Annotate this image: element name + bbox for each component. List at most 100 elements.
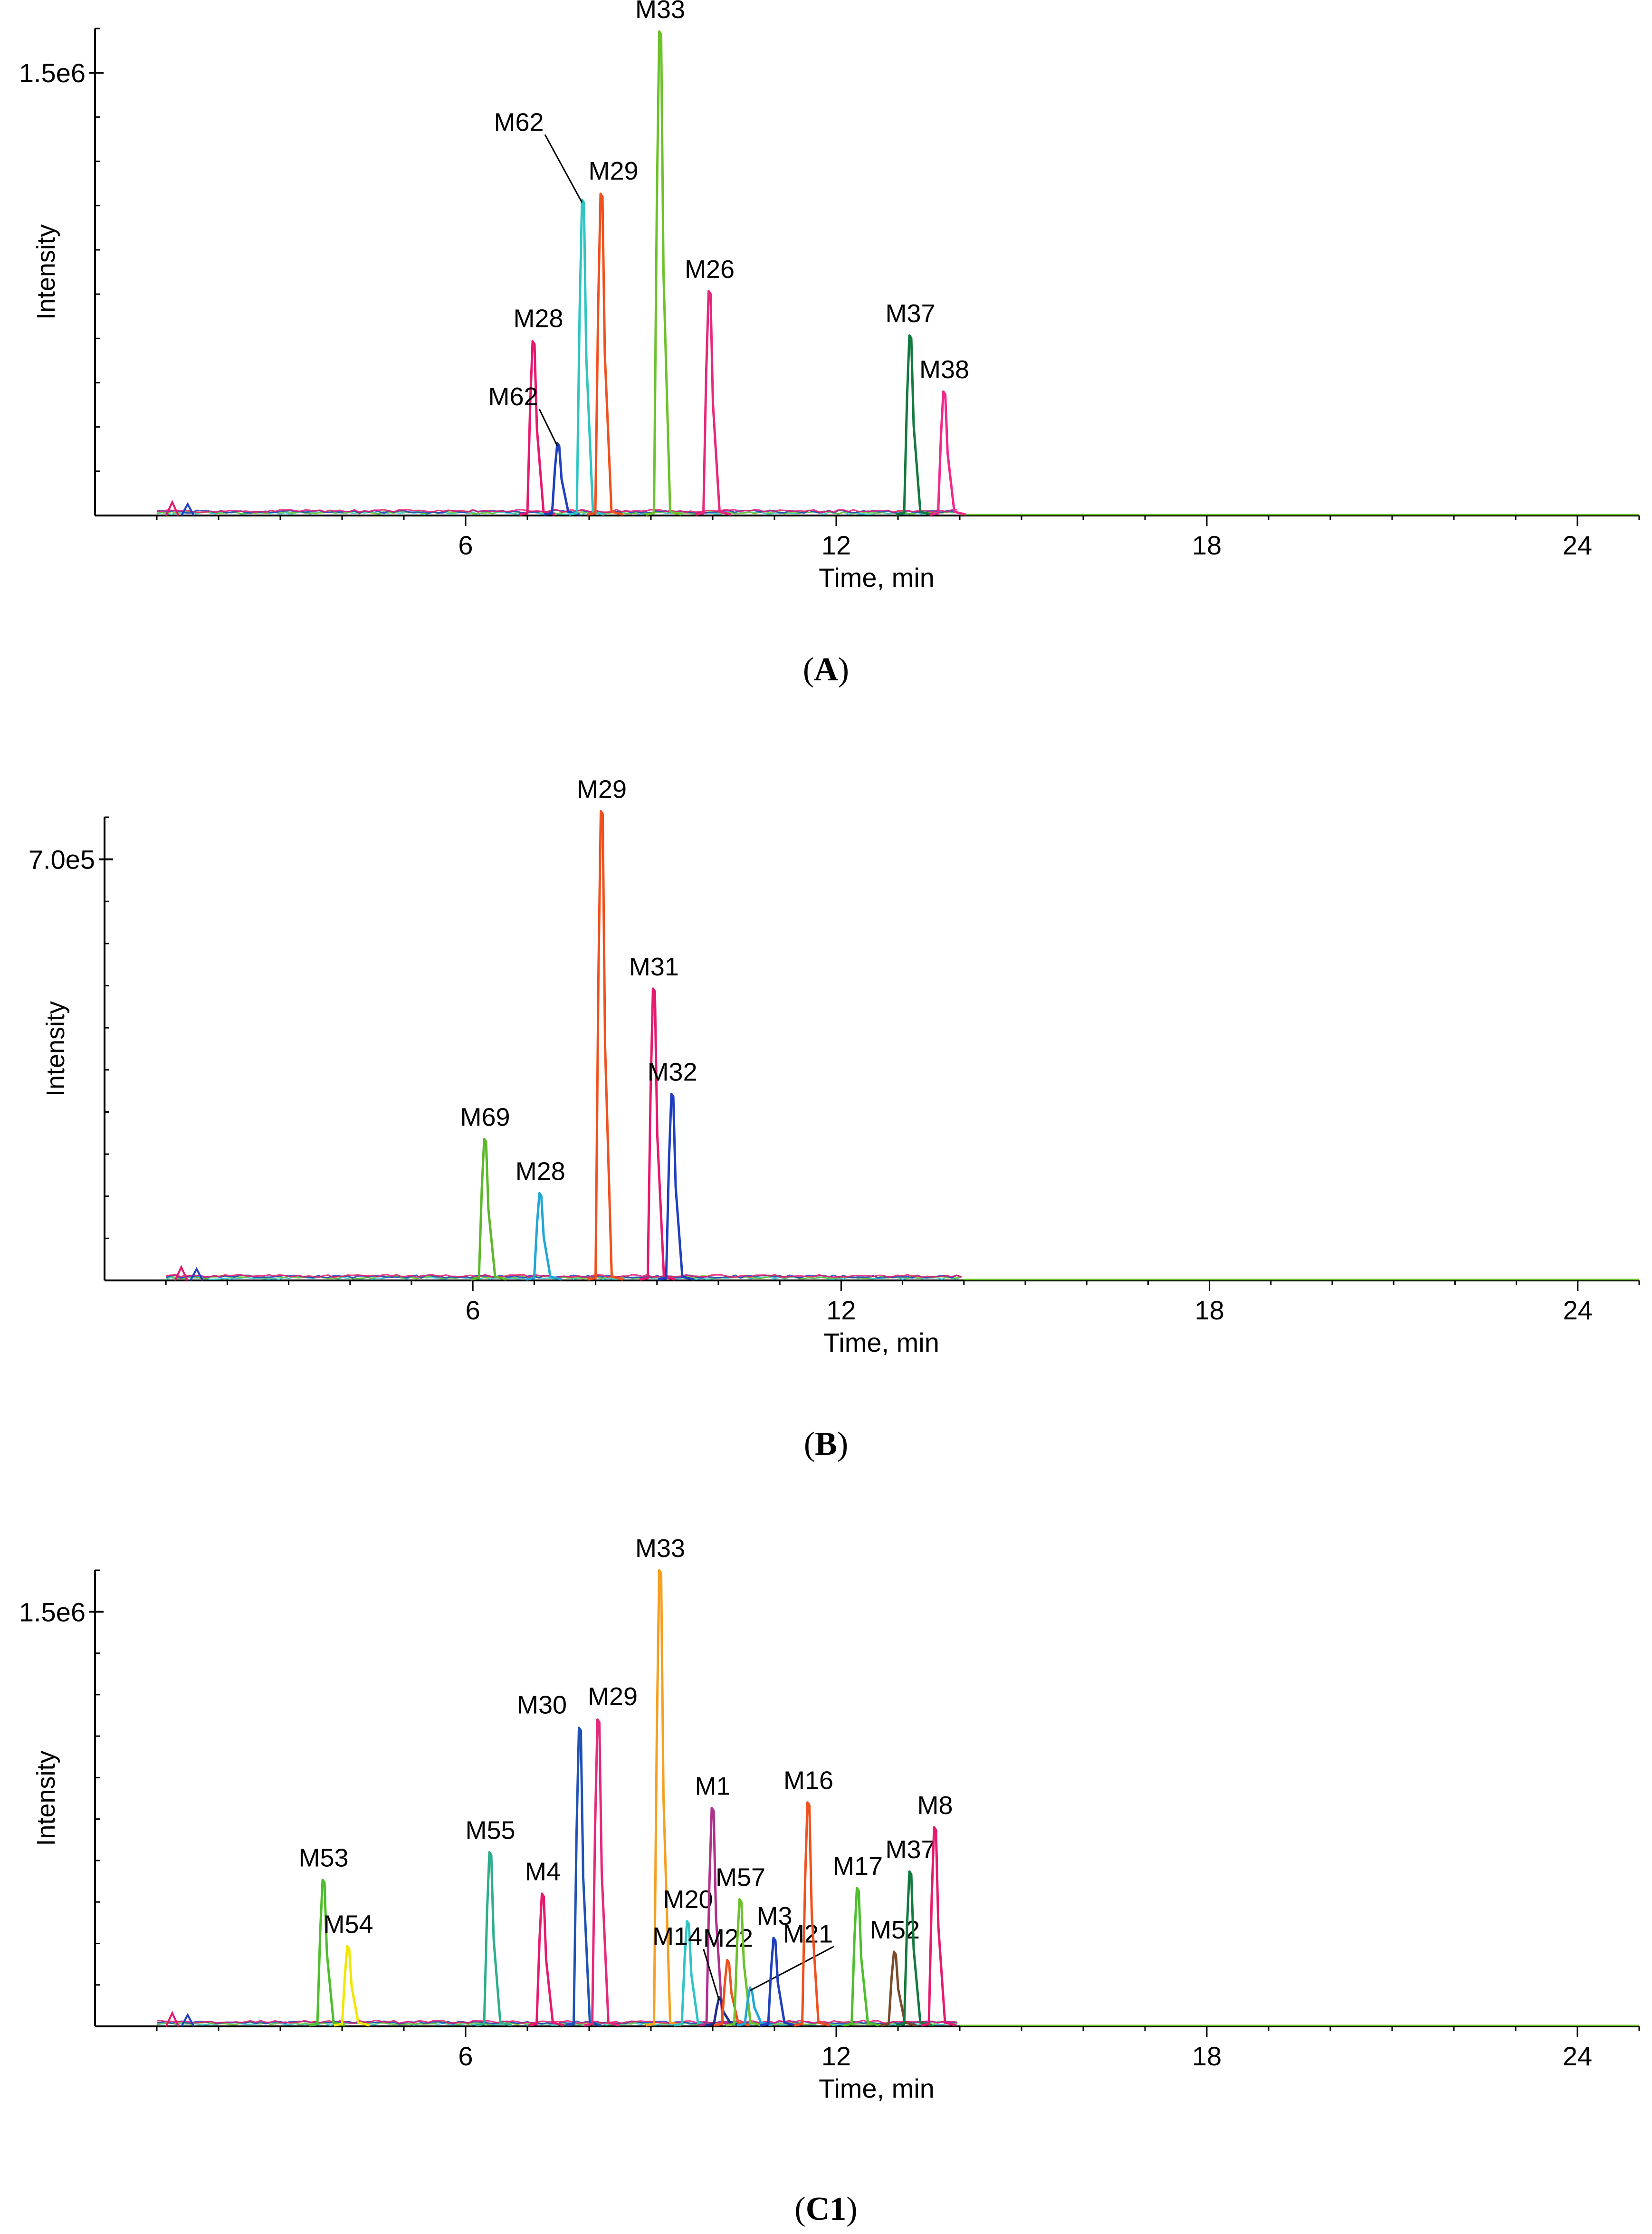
- peak-m52: [880, 1950, 917, 2027]
- y-axis-label: Intensity: [32, 224, 60, 320]
- peak-label-m29: M29: [577, 775, 627, 803]
- peak-label-m55: M55: [465, 1816, 515, 1844]
- peak-label-m22: M22: [703, 1924, 753, 1952]
- x-tick-label: 6: [458, 530, 473, 560]
- peak-m28: [519, 340, 555, 516]
- peak-m57: [726, 1898, 763, 2027]
- peak-label-m21: M21: [783, 1920, 833, 1948]
- peak-label-m32: M32: [648, 1058, 697, 1086]
- x-tick-label: 24: [1563, 530, 1592, 560]
- peak-m37: [896, 334, 932, 516]
- chromatogram-panel-c1: 1.5e6 Intensity 6 12 18 24 Time, min M53 M54 M55 M…: [0, 1520, 1652, 2233]
- peak-m29: [587, 810, 624, 1281]
- peak-label-m14: M14: [652, 1922, 702, 1951]
- y-axis-label: Intensity: [41, 1001, 70, 1097]
- peak-m3: [760, 1937, 796, 2027]
- x-tick-label: 12: [821, 2041, 851, 2071]
- chromatogram-panel-a: 1.5e6 Intensity 6 12 18 24 Time, min M28 M62 M62 M…: [0, 0, 1652, 713]
- peak-label-m54: M54: [323, 1910, 373, 1938]
- y-tick-label: 1.5e6: [19, 58, 86, 88]
- peak-m62: [544, 442, 580, 516]
- peak-label-m16: M16: [783, 1766, 833, 1795]
- early-bump: [181, 502, 195, 516]
- peak-label-m57: M57: [716, 1863, 765, 1891]
- peak-label-m33: M33: [635, 0, 685, 24]
- peak-label-m1: M1: [695, 1772, 730, 1800]
- peak-m8: [920, 1826, 957, 2027]
- peak-m30: [565, 1727, 602, 2027]
- x-axis-label: Time, min: [819, 2073, 935, 2103]
- peak-label-m69: M69: [460, 1103, 510, 1131]
- label-leader-line: [544, 134, 583, 203]
- chromatogram-panel-b: 7.0e5 Intensity 6 12 18 24 Time, min M69 M28 M29 M…: [0, 760, 1652, 1473]
- baseline-trace: [156, 508, 957, 513]
- x-tick-label: 6: [458, 2041, 473, 2071]
- peak-label-m62: M62: [488, 382, 538, 411]
- peak-m31: [639, 987, 676, 1281]
- x-tick-label: 24: [1563, 2041, 1592, 2071]
- y-tick-label: 7.0e5: [29, 845, 95, 875]
- peak-m26: [695, 290, 732, 516]
- label-leader-line: [749, 1946, 835, 1991]
- y-tick-label: 1.5e6: [19, 1597, 86, 1627]
- peak-label-m28: M28: [516, 1157, 565, 1185]
- peak-m33: [646, 1569, 682, 2027]
- peak-m21: [736, 1986, 773, 2027]
- early-bump: [174, 1265, 189, 1281]
- peak-m28: [525, 1192, 562, 1281]
- peak-label-m20: M20: [663, 1885, 713, 1914]
- baseline-trace: [156, 2019, 958, 2024]
- peak-m14: [706, 1996, 742, 2027]
- peak-label-m17: M17: [833, 1852, 883, 1881]
- peak-label-m29: M29: [588, 1682, 638, 1711]
- peak-m22: [714, 1958, 750, 2027]
- peak-label-m29: M29: [588, 157, 638, 185]
- peak-m53: [309, 1879, 345, 2027]
- peak-m33: [646, 30, 682, 516]
- peak-label-m37: M37: [885, 1835, 935, 1864]
- chart-a-svg: 1.5e6 Intensity 6 12 18 24 Time, min M28 M62 M62 M…: [19, 0, 1640, 592]
- peak-label-m52: M52: [870, 1916, 920, 1944]
- x-tick-label: 18: [1194, 1295, 1224, 1325]
- x-tick-label: 24: [1563, 1295, 1593, 1325]
- peak-label-m33: M33: [635, 1534, 685, 1563]
- peak-m32: [658, 1092, 694, 1281]
- label-leader-line: [538, 409, 558, 447]
- x-axis-label: Time, min: [823, 1327, 939, 1357]
- x-tick-label: 12: [821, 530, 851, 560]
- peak-m62: [568, 198, 605, 516]
- caption-b: (B): [803, 1426, 849, 1462]
- baseline-trace: [166, 1274, 962, 1278]
- baseline-trace: [156, 510, 957, 515]
- early-bump: [190, 1267, 204, 1281]
- x-axis-label: Time, min: [819, 563, 935, 592]
- early-bump: [181, 2013, 195, 2027]
- peak-m29: [584, 1718, 621, 2027]
- x-tick-label: 12: [826, 1295, 856, 1325]
- peak-label-m37: M37: [885, 299, 935, 328]
- peak-label-m8: M8: [917, 1791, 953, 1820]
- x-tick-label: 18: [1192, 2041, 1222, 2071]
- label-leader-line: [703, 1948, 720, 2001]
- early-bump: [165, 500, 180, 516]
- x-tick-label: 6: [466, 1295, 480, 1325]
- peak-m17: [843, 1887, 880, 2027]
- x-tick-label: 18: [1192, 530, 1222, 560]
- chart-c1-svg: 1.5e6 Intensity 6 12 18 24 Time, min M53 M54 M55 M…: [19, 1534, 1640, 2103]
- peak-m55: [476, 1851, 512, 2027]
- peak-label-m28: M28: [513, 304, 563, 333]
- peak-m37: [896, 1870, 932, 2027]
- early-bump: [165, 2011, 180, 2027]
- peak-label-m30: M30: [517, 1691, 567, 1719]
- peak-label-m62: M62: [494, 108, 544, 136]
- peak-label-m3: M3: [756, 1902, 792, 1930]
- y-axis-label: Intensity: [32, 1750, 60, 1846]
- peak-m54: [334, 1945, 370, 2027]
- peak-m69: [470, 1137, 507, 1281]
- peak-m20: [673, 1920, 710, 2027]
- peak-m4: [528, 1892, 565, 2027]
- peak-label-m38: M38: [919, 355, 969, 384]
- peak-m38: [930, 390, 966, 516]
- peak-label-m26: M26: [685, 255, 735, 284]
